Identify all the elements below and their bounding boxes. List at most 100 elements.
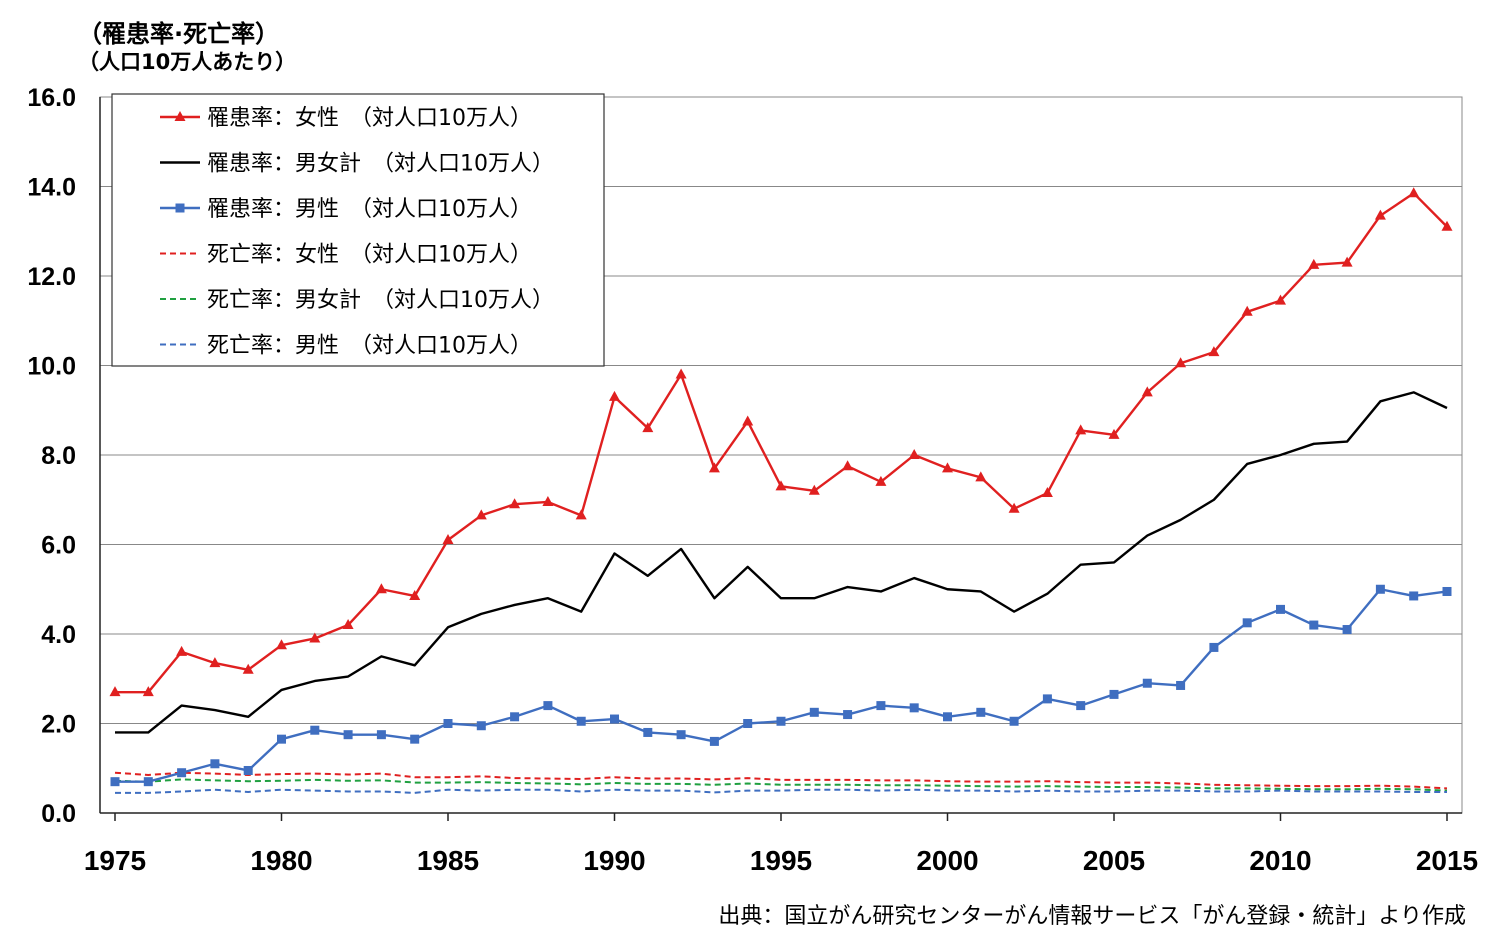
data-point-0: [575, 509, 587, 520]
axes: 0.0 2.0 4.0 6.0 8.0 10.0 12.0 14.0 16.0 1975 1980 1…: [27, 84, 1478, 876]
data-point-0: [1241, 305, 1253, 316]
data-point-2: [1242, 618, 1252, 628]
data-point-0: [176, 645, 188, 656]
data-point-2: [643, 727, 653, 737]
legend: 罹患率：女性 （対人口10万人） 罹患率：男女計 （対人口10万人） 罹患率：男性 …: [111, 93, 605, 367]
series-line-2: [115, 588, 1448, 783]
data-point-0: [1374, 209, 1386, 220]
data-point-2: [110, 777, 120, 787]
data-point-0: [1308, 258, 1320, 269]
data-point-0: [309, 632, 321, 643]
data-point-0: [842, 460, 854, 471]
data-point-0: [276, 639, 287, 650]
x-tick-label: 1980: [250, 845, 312, 876]
legend-marker: [174, 111, 186, 121]
y-axis-subtitle: （人口10万人あたり）: [78, 50, 297, 74]
y-tick-label: 12.0: [27, 263, 76, 291]
data-point-2: [143, 777, 153, 787]
series-line-3: [114, 771, 1448, 790]
x-tick-label: 2000: [916, 845, 978, 876]
data-point-0: [1441, 220, 1453, 231]
y-tick-label: 8.0: [41, 442, 76, 470]
data-point-2: [543, 701, 553, 711]
data-point-2: [843, 710, 853, 720]
data-point-0: [442, 534, 454, 545]
data-point-0: [342, 619, 354, 630]
y-axis-title: （罹患率·死亡率）: [78, 20, 280, 48]
data-point-0: [808, 484, 820, 495]
x-tick-label: 1975: [84, 845, 146, 876]
x-tick-label: 1990: [583, 845, 645, 876]
data-point-2: [277, 734, 286, 744]
data-point-0: [1041, 487, 1053, 498]
source-note: 出典：国立がん研究センターがん情報サービス「がん登録・統計」より作成: [718, 904, 1466, 929]
x-tick-label: 2015: [1416, 845, 1478, 876]
data-point-2: [476, 721, 486, 731]
data-point-0: [1341, 256, 1353, 267]
data-point-0: [1208, 346, 1220, 357]
data-point-0: [142, 686, 154, 697]
data-point-2: [1109, 689, 1119, 699]
data-point-2: [1209, 642, 1219, 652]
data-point-2: [310, 725, 320, 735]
data-point-2: [809, 707, 819, 717]
data-point-2: [743, 719, 753, 728]
legend-marker: [175, 203, 185, 213]
data-point-2: [909, 703, 919, 713]
data-point-0: [542, 495, 554, 506]
data-point-0: [675, 368, 687, 379]
data-point-0: [1075, 424, 1087, 435]
legend-label: 罹患率：男女計 （対人口10万人）: [207, 152, 554, 177]
y-tick-label: 0.0: [41, 800, 76, 828]
x-tick-label: 1985: [417, 845, 479, 876]
data-point-0: [1175, 357, 1187, 368]
data-point-0: [509, 498, 521, 509]
data-point-2: [1375, 584, 1385, 594]
data-point-2: [510, 712, 520, 722]
data-point-2: [210, 759, 220, 769]
data-point-0: [708, 462, 720, 473]
data-point-2: [576, 716, 586, 726]
data-point-0: [209, 657, 221, 668]
data-point-2: [1409, 591, 1419, 601]
data-point-2: [1442, 586, 1452, 596]
y-tick-label: 4.0: [41, 621, 76, 649]
legend-label: 罹患率：男性 （対人口10万人）: [207, 197, 532, 222]
data-point-0: [775, 480, 787, 491]
legend-label: 死亡率：男女計 （対人口10万人）: [207, 288, 554, 313]
data-point-0: [1408, 187, 1420, 198]
x-tick-label: 2005: [1083, 845, 1145, 876]
data-point-2: [1176, 680, 1186, 690]
data-point-2: [1009, 716, 1019, 726]
data-point-2: [676, 730, 686, 740]
series-group: [109, 187, 1453, 794]
data-point-0: [1141, 386, 1153, 397]
legend-box: [111, 93, 605, 367]
data-point-0: [475, 509, 487, 520]
data-point-0: [742, 415, 754, 426]
y-tick-label: 14.0: [27, 174, 76, 202]
data-point-2: [776, 716, 786, 726]
data-point-2: [876, 701, 886, 711]
x-tick-label: 2010: [1249, 845, 1311, 876]
data-point-2: [443, 719, 453, 728]
legend-label: 罹患率：女性 （対人口10万人）: [207, 106, 532, 131]
data-point-2: [410, 734, 420, 744]
data-point-0: [1108, 428, 1120, 439]
data-point-2: [709, 736, 719, 746]
data-point-2: [1142, 678, 1152, 688]
series-line-5: [115, 788, 1447, 794]
data-point-2: [243, 765, 253, 775]
data-point-0: [875, 475, 887, 486]
series-line-1: [115, 391, 1448, 734]
data-point-2: [976, 707, 986, 717]
data-point-0: [942, 462, 953, 473]
data-point-2: [1042, 694, 1052, 704]
series-line-4: [114, 778, 1448, 792]
legend-label: 死亡率：女性 （対人口10万人）: [207, 243, 532, 268]
x-tick-label: 1995: [750, 845, 812, 876]
data-point-0: [109, 686, 121, 697]
data-point-2: [376, 730, 386, 740]
y-tick-label: 6.0: [41, 532, 76, 560]
